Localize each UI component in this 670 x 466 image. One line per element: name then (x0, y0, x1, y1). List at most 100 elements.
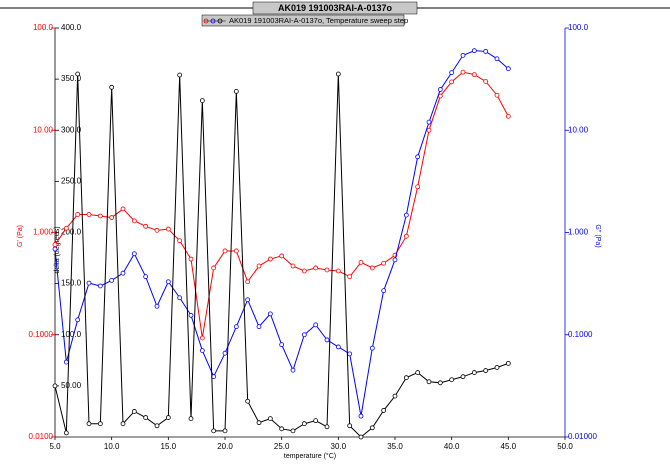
data-point (233, 248, 239, 254)
data-point (52, 242, 58, 248)
data-point (460, 374, 466, 380)
data-point (290, 428, 296, 434)
x-tick-label: 25.0 (274, 442, 290, 451)
y2-tick-label: 0.01000 (568, 432, 597, 441)
data-point (63, 359, 69, 365)
data-point (131, 218, 137, 224)
data-point (222, 350, 228, 356)
data-point (256, 324, 262, 330)
data-point (143, 223, 149, 229)
x-tick-label: 35.0 (387, 442, 403, 451)
data-point (109, 84, 115, 90)
data-point (347, 274, 353, 280)
data-point (233, 324, 239, 330)
data-point (494, 365, 500, 370)
x-tick-label: 45.0 (501, 442, 517, 451)
x-tick-label: 40.0 (444, 442, 460, 451)
data-point (75, 71, 81, 77)
data-point (86, 421, 92, 427)
y2-tick-label: 1.000 (568, 228, 589, 237)
series-line (54, 71, 509, 339)
data-point (381, 288, 387, 294)
data-point (313, 322, 319, 328)
y-tick-label: 0.1000 (29, 330, 54, 339)
data-point (233, 88, 239, 94)
data-point (505, 360, 511, 366)
data-point (415, 154, 421, 160)
y3-tick-label: 200.0 (61, 228, 82, 237)
y2-tick-label: 10.00 (568, 125, 589, 134)
data-point (109, 278, 115, 283)
data-point (471, 48, 477, 54)
data-point (358, 413, 364, 419)
data-point (290, 263, 296, 269)
data-point (449, 70, 455, 76)
legend-label: AK019 191003RAI-A-0137o, Temperature swe… (229, 16, 408, 25)
data-point (347, 351, 353, 357)
data-point (381, 408, 387, 413)
y3-axis-title: delta (degrees) (54, 226, 61, 273)
data-point (256, 263, 262, 269)
data-point (460, 69, 466, 75)
data-point (154, 423, 160, 429)
series-line (54, 50, 509, 417)
data-point (471, 370, 477, 375)
data-point (86, 280, 92, 286)
data-point (301, 332, 307, 338)
x-tick-label: 15.0 (161, 442, 177, 451)
data-point (403, 375, 409, 381)
data-point (177, 72, 183, 78)
data-point (324, 267, 330, 273)
data-point (483, 368, 489, 373)
data-point (222, 248, 228, 254)
y2-axis-title: G'' (Pa) (594, 224, 601, 247)
data-point (505, 113, 511, 119)
data-point (392, 393, 398, 399)
data-point (358, 260, 364, 265)
title-box (252, 1, 418, 15)
data-point (267, 416, 273, 421)
data-point (143, 274, 149, 280)
x-tick-label: 50.0 (557, 442, 573, 451)
data-point (403, 212, 409, 218)
data-point (188, 256, 194, 262)
data-point (449, 377, 455, 383)
data-point (165, 279, 171, 285)
data-point (245, 398, 251, 404)
y-axis-title: G' (Pa) (17, 225, 24, 247)
data-point (222, 428, 228, 434)
y3-tick-label: 300.0 (61, 125, 82, 134)
x-tick-label: 30.0 (331, 442, 347, 451)
data-point (426, 119, 432, 125)
data-point (335, 268, 341, 274)
data-point (256, 420, 262, 426)
data-point (437, 87, 443, 92)
data-point (483, 79, 489, 84)
x-tick-label: 10.0 (104, 442, 120, 451)
data-point (97, 213, 103, 219)
x-tick-label: 20.0 (217, 442, 233, 451)
legend-box (201, 14, 405, 27)
data-point (324, 424, 330, 430)
data-point (403, 233, 409, 239)
x-axis-title: temperature (°C) (284, 452, 336, 460)
data-point (483, 49, 489, 54)
data-point (63, 430, 69, 436)
data-point (279, 426, 285, 432)
data-point (279, 342, 285, 348)
data-point (415, 184, 421, 190)
data-point (290, 367, 296, 373)
data-point (426, 127, 432, 133)
data-point (494, 92, 500, 98)
data-point (63, 225, 69, 231)
data-point (165, 226, 171, 232)
data-point (177, 295, 183, 301)
data-point (301, 421, 307, 427)
data-point (369, 265, 375, 271)
data-point (279, 253, 285, 259)
data-point (335, 344, 341, 350)
data-point (188, 312, 194, 318)
data-point (358, 434, 364, 440)
data-point (97, 421, 103, 427)
